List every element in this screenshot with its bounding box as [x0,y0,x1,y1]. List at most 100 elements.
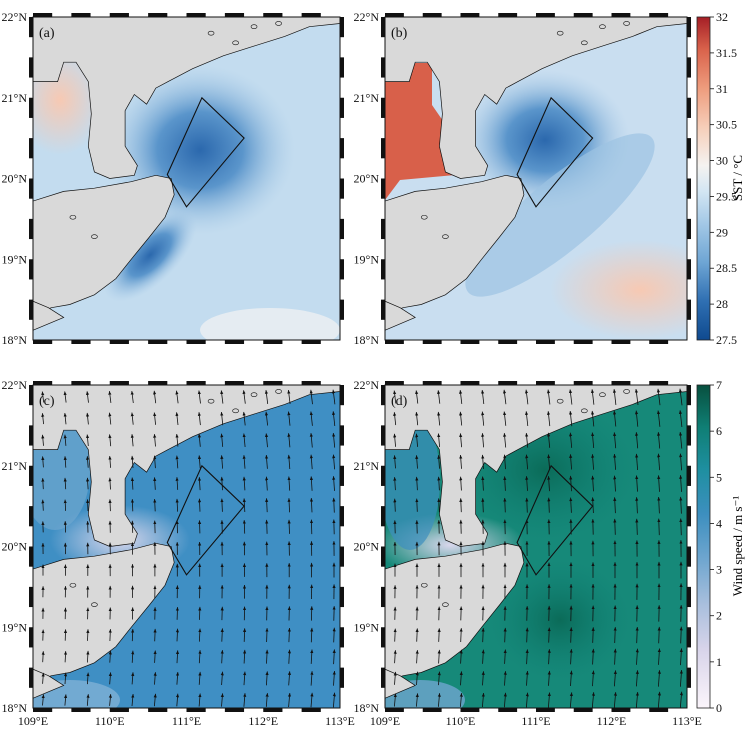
lon-tick-label: 111°E [521,714,550,728]
frame-tick [381,98,385,118]
frame-tick [225,340,244,344]
frame-tick [687,587,691,607]
island [70,583,76,587]
colorbar-tick-label: 6 [716,424,722,438]
frame-tick [29,425,33,445]
frame-tick [187,708,206,712]
wind-arrow [132,499,133,511]
colorbar-tick-label: 3 [716,563,722,577]
frame-tick [461,708,480,712]
colorbar-tick-label: 30 [716,154,728,168]
frame-tick [381,547,385,567]
lat-tick-label: 21°N [2,91,28,105]
frame-tick [423,381,442,385]
colorbar-tick-label: 0 [716,701,722,715]
frame-tick [687,179,691,199]
frame-tick [33,708,52,712]
frame-tick [302,13,321,17]
frame-tick [536,708,555,712]
frame-tick [385,708,404,712]
frame-tick [71,340,90,344]
island [91,235,97,239]
panel-d [375,385,687,720]
frame-tick [340,300,344,320]
frame-tick [687,259,691,279]
frame-tick [381,466,385,486]
wind-arrow [244,628,245,642]
wind-arrow [132,629,133,641]
lat-tick-label: 20°N [2,172,28,186]
wind-arrow [88,499,89,511]
frame-tick [29,587,33,607]
lat-tick-label: 22°N [2,378,28,392]
lat-tick-label: 22°N [354,378,380,392]
island [276,21,282,25]
island [70,215,76,219]
frame-tick [381,587,385,607]
frame-tick [381,219,385,239]
panel-b [385,17,730,340]
frame-tick [110,381,129,385]
frame-tick [225,708,244,712]
frame-tick [574,708,593,712]
frame-tick [29,179,33,199]
frame-tick [340,98,344,118]
frame-tick [340,385,344,405]
panel-label: (c) [39,394,55,409]
frame-tick [612,708,631,712]
island [208,31,214,35]
frame-tick [381,259,385,279]
lat-tick-label: 19°N [2,620,28,634]
island [233,409,239,413]
colorbar-tick-label: 32 [716,10,728,24]
frame-tick [574,381,593,385]
island [421,215,427,219]
lon-tick-label: 113°E [672,714,702,728]
frame-tick [574,340,593,344]
island [581,409,587,413]
colorbar-tick-label: 29 [716,225,728,239]
frame-tick [381,668,385,688]
frame-tick [225,13,244,17]
island [599,393,605,397]
frame-tick [29,138,33,158]
colorbar-tick-label: 31.5 [716,46,737,60]
colorbar-tick-label: 27.5 [716,333,737,347]
frame-tick [340,17,344,37]
frame-tick [148,13,167,17]
frame-tick [687,668,691,688]
lat-tick-label: 21°N [354,91,380,105]
colorbar-tick-label: 28.5 [716,261,737,275]
frame-tick [381,385,385,405]
lat-tick-label: 18°N [2,333,28,347]
frame-tick [687,506,691,526]
lat-tick-label: 18°N [354,701,380,715]
colorbar-tick-label: 5 [716,470,722,484]
frame-tick [423,13,442,17]
frame-tick [33,340,52,344]
frame-tick [29,98,33,118]
frame-tick [536,381,555,385]
island [233,41,239,45]
frame-tick [381,300,385,320]
frame-tick [110,708,129,712]
island [91,603,97,607]
frame-tick [649,13,668,17]
wind-arrow [155,629,156,641]
lat-tick-label: 20°N [2,540,28,554]
frame-tick [148,708,167,712]
frame-tick [33,13,52,17]
frame-tick [381,179,385,199]
lat-tick-label: 22°N [354,10,380,24]
lat-tick-label: 18°N [2,701,28,715]
frame-tick [302,381,321,385]
wind-arrow [267,520,268,534]
panel-label: (a) [39,26,55,41]
wind-arrow [88,629,89,641]
frame-tick [687,98,691,118]
frame-tick [33,381,52,385]
lon-tick-label: 110°E [95,714,125,728]
